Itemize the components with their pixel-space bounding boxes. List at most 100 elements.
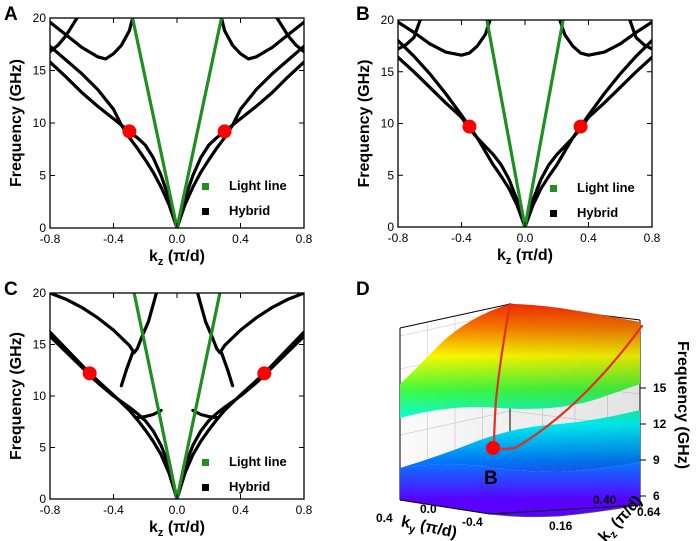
y-tick-label: 5 [387,168,394,182]
y-tick-label: 0 [39,492,46,506]
panel-label: D [356,279,370,300]
x-tick-label: -0.8 [40,232,61,246]
hybrid-curve-1-right [523,55,652,227]
y-tick-label: 10 [33,389,47,403]
kz-axis-line [489,504,641,515]
plot-area [50,18,304,228]
y-tick-label: 10 [381,117,395,131]
legend-label-light-line: Light line [229,178,287,193]
hybrid-curve-3-left [50,293,158,355]
legend-label-hybrid: Hybrid [229,203,270,218]
panel-b: B -0.8 -0.4 0.0 0.4 0.8 0 5 10 15 20 kz (π/d) Freque… [356,4,661,267]
legend: Light line Hybrid [202,454,287,494]
legend-label-light-line: Light line [229,454,287,469]
plot-area [50,293,304,499]
hybrid-curve-4-right [628,20,652,51]
hybrid-curve-1-left [398,55,527,227]
legend: Light line Hybrid [202,178,287,218]
hybrid-curve-2-right [523,39,652,227]
legend-swatch-hybrid [202,484,209,491]
crossing-point-1 [462,119,477,134]
panel-a: A -0.8 -0.4 0.0 0.4 0.8 0 5 10 15 20 kz (π/d) Freque… [4,4,313,268]
panel-c: C -0.8 -0.4 0.0 0.4 0.8 0 5 10 15 20 kz (π/d) Freque… [4,279,313,539]
panel-d: D B 6 9 12 15 Frequency (GHz) 0.4 0.0 -0.4ky (π/d… [356,279,691,541]
y-tick-label: 10 [33,116,47,130]
hybrid-curve-4-left [398,20,422,51]
y-tick-label: 20 [381,13,395,27]
ky-axis-line [399,499,491,515]
kz-tick-label: 0.16 [549,519,573,533]
crossing-point-2 [573,119,588,134]
kz-tick-label: 0.64 [637,505,661,519]
x-axis-label: kz (π/d) [149,519,205,539]
hybrid-curve-4-right [275,18,304,54]
legend-swatch-hybrid [202,208,209,215]
y-tick-label: 15 [33,338,47,352]
crossing-point-b [486,441,500,455]
x-tick-label: -0.4 [103,232,124,246]
z-tick-label: 15 [653,381,667,395]
hybrid-curve-4-right [219,351,235,388]
hybrid-curve-2-left [50,330,179,499]
z-tick-label: 12 [653,417,667,431]
crossing-point-1 [122,124,137,139]
legend-label-light-line: Light line [577,180,635,195]
x-tick-label: -0.4 [103,503,124,517]
x-tick-label: 0.8 [296,503,313,517]
crossing-point-2 [257,366,272,381]
hybrid-curve-3-right [219,18,304,61]
z-tick-label: 9 [653,453,660,467]
axes-frame [397,19,653,228]
x-tick-label: -0.8 [388,231,409,245]
ky-tick-label: -0.4 [462,515,483,529]
y-tick-label: 0 [39,221,46,235]
y-tick-label: 0 [387,220,394,234]
hybrid-curve-3-right [196,293,304,355]
x-tick-label: 0.4 [232,232,249,246]
hybrid-curve-5-left [135,408,163,420]
y-tick-label: 15 [381,65,395,79]
panel-label: A [4,4,18,25]
crossing-point-2 [217,124,232,139]
y-tick-label: 20 [33,286,47,300]
y-tick-label: 5 [39,169,46,183]
legend-swatch-light-line [202,459,209,466]
x-axis-label: kz (π/d) [149,248,205,268]
hybrid-curve-4-left [50,18,79,54]
surface-shading [400,304,640,472]
z-tick-label: 6 [653,489,660,503]
light-line [485,20,565,227]
x-tick-label: -0.8 [40,503,61,517]
legend-swatch-hybrid [550,210,557,217]
ky-tick-label: 0.0 [420,502,437,516]
kz-tick-label: 0.40 [593,493,617,507]
y-axis-label: Frequency (GHz) [8,59,25,187]
hybrid-curve-2-left [398,39,527,227]
panel-label: C [4,279,18,300]
hybrid-curve-4-left [119,351,135,388]
crossing-point-1 [82,366,97,381]
hybrid-curve-1-left [50,334,179,499]
ky-axis-label: ky (π/d) [399,513,459,541]
legend-swatch-light-line [202,183,209,190]
panel-label: B [356,4,370,25]
light-line [130,18,224,228]
y-tick-label: 5 [39,441,46,455]
legend-label-hybrid: Hybrid [577,205,618,220]
hybrid-curve-3-right [558,20,652,57]
legend-label-hybrid: Hybrid [229,479,270,494]
point-b-label: B [484,468,498,489]
x-tick-label: 0.4 [232,503,249,517]
plot-area [398,20,652,227]
ky-tick-label: 0.4 [376,511,393,525]
y-tick-label: 20 [33,11,47,25]
y-tick-label: 15 [33,64,47,78]
z-axis-label: Frequency (GHz) [674,341,691,469]
x-tick-label: 0.0 [169,232,186,246]
hybrid-curve-1-right [175,334,304,499]
x-tick-label: -0.4 [451,231,472,245]
hybrid-curve-2-right [175,330,304,499]
hybrid-curve-5-right [191,408,219,420]
y-axis-label: Frequency (GHz) [356,59,373,187]
x-axis-label: kz (π/d) [497,247,553,267]
